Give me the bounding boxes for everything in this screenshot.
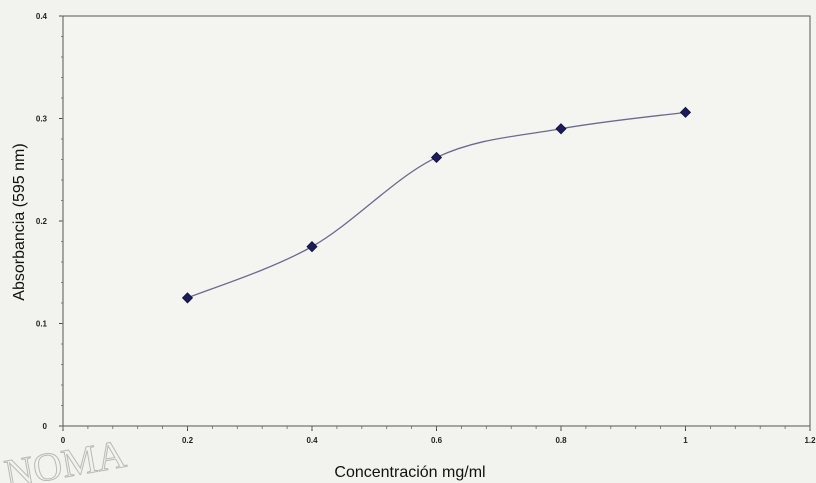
tick-labels: 0 0.1 0.2 0.3 0.4 0 0.2 0.4 0.6 0.8 1 1.2 (36, 12, 816, 445)
x-tick-label: 1.2 (804, 436, 816, 445)
y-tick-label: 0 (43, 422, 48, 431)
x-axis-title: Concentración mg/ml (334, 464, 485, 481)
plot-area (62, 15, 811, 427)
data-point (555, 123, 567, 135)
y-tick-label: 0.3 (36, 115, 48, 124)
x-tick-label: 0.4 (306, 436, 318, 445)
y-axis-title: Absorbancia (595 nm) (11, 143, 28, 300)
x-tick-label: 1 (683, 436, 688, 445)
x-tick-label: 0.8 (555, 436, 567, 445)
data-point (306, 241, 318, 253)
y-tick-label: 0.4 (36, 12, 48, 21)
data-points (181, 106, 692, 304)
y-tick-label: 0.2 (36, 217, 48, 226)
data-point (181, 292, 194, 304)
y-tick-label: 0.1 (36, 320, 48, 329)
x-tick-label: 0.6 (431, 436, 443, 445)
axes (59, 15, 811, 431)
x-tick-label: 0.2 (182, 436, 194, 445)
data-point (679, 106, 692, 118)
x-tick-label: 0 (61, 436, 66, 445)
data-point (430, 151, 443, 164)
